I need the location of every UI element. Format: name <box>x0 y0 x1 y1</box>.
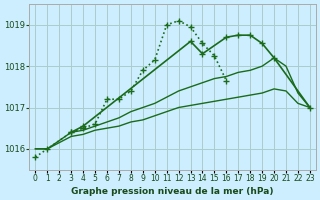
X-axis label: Graphe pression niveau de la mer (hPa): Graphe pression niveau de la mer (hPa) <box>71 187 274 196</box>
